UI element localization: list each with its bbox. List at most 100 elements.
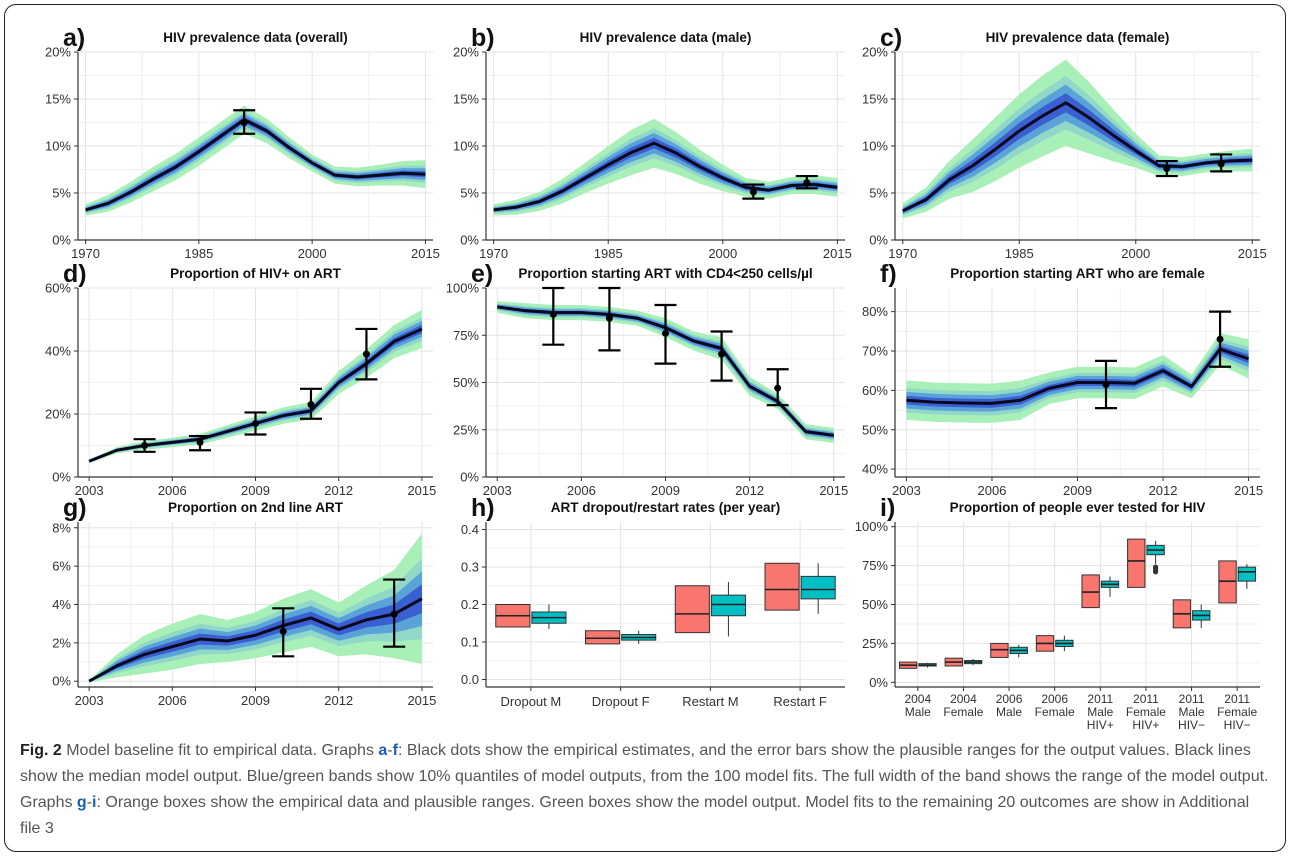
figure-panels: 0% 5% 10% 15% 20% 1970 1985 2000 2015 a) HIV preva… [45,24,1267,732]
x-tick-label: 2004 [950,692,977,706]
y-tick-label: 10% [45,139,71,154]
x-tick-label: 2006 [996,692,1023,706]
x-tick-label: 1970 [479,246,508,261]
y-tick-label: 70% [862,344,888,359]
empirical-point [662,329,669,337]
x-tick-label: 2006 [1041,692,1068,706]
x-tick-label: HIV+ [1087,718,1114,732]
caption-ref-g[interactable]: g [76,794,87,811]
x-tick-label: Restart F [773,694,827,709]
y-tick-label: 0% [869,675,888,690]
panel-letter: b) [471,24,495,52]
x-tick-label: 2006 [977,483,1006,498]
y-tick-label: 40% [45,344,71,359]
y-tick-label: 25% [453,422,479,437]
panel-g: 0% 2% 4% 6% 8% 2003 2006 2009 2012 2015 g) Proporti… [52,494,436,708]
empirical-point [141,442,149,449]
y-tick-label: 15% [45,92,71,107]
x-tick-label: Restart M [682,694,738,709]
empirical-point [803,179,811,187]
x-tick-label: Female [1217,705,1257,719]
x-tick-label: 2006 [158,483,187,498]
x-tick-label: 2003 [75,483,104,498]
band-outer [902,59,1253,219]
x-tick-label: 2011 [1224,692,1250,706]
x-tick-label: Male [996,705,1022,719]
x-tick-label: 2015 [411,246,440,261]
caption-part3: : Orange boxes show the empirical data a… [20,794,1250,837]
y-tick-label: 100% [855,519,889,534]
empirical-box [764,562,800,611]
y-tick-label: 2% [52,635,71,650]
y-tick-label: 60% [862,383,888,398]
y-tick-label: 0% [52,470,71,485]
panel-d: 0% 20% 40% 60% 2003 2006 2009 2012 2015 d) Proport… [45,260,436,498]
panel-letter: c) [880,24,902,52]
y-tick-label: 10% [862,139,888,154]
caption-ref-f[interactable]: f [392,742,398,759]
x-tick-label: Female [1035,705,1075,719]
x-tick-label: 1970 [888,246,917,261]
caption-ref-i[interactable]: i [92,794,97,811]
x-tick-label: HIV− [1224,718,1251,732]
panel-letter: i) [880,494,895,522]
caption-dash-1: - [387,742,393,759]
band-inner [89,571,422,682]
x-tick-label: 2003 [483,483,512,498]
x-tick-label: 2000 [708,246,737,261]
empirical-point [1216,335,1224,343]
y-tick-label: 10% [453,139,479,154]
x-tick-label: 2003 [75,693,104,708]
x-tick-label: 2011 [1179,692,1205,706]
panel-i: 0%25%50%75%100%2004Male2004Female2006Mal… [855,494,1260,732]
empirical-point [390,610,398,618]
x-tick-label: Dropout F [592,694,650,709]
x-tick-label: Female [1126,705,1166,719]
x-tick-label: 1970 [71,246,100,261]
panel-title: Proportion starting ART who are female [950,266,1205,281]
caption-dash-2: - [86,794,93,811]
x-tick-label: Dropout M [501,694,562,709]
y-tick-label: 0% [460,233,479,248]
y-tick-label: 75% [453,328,479,343]
box-outlier [1153,564,1159,570]
caption-ref-a[interactable]: a [378,742,388,759]
y-tick-label: 40% [862,462,888,477]
x-tick-label: 2012 [324,693,353,708]
panel-e: 0% 25% 50% 75% 100% 2003 2006 2009 2012 2015 e) Pro… [446,260,848,498]
empirical-point [605,314,613,322]
model-box [710,594,746,617]
y-tick-label: 0% [52,233,71,248]
empirical-point [718,350,726,358]
y-tick-label: 0.0 [461,672,479,687]
empirical-point [196,438,204,446]
y-tick-label: 5% [869,186,888,201]
y-tick-label: 0% [52,674,71,689]
x-tick-label: 2009 [1063,483,1092,498]
median-line [906,347,1250,405]
x-tick-label: 1985 [594,246,623,261]
x-tick-label: 2015 [1234,483,1263,498]
x-tick-label: Male [1179,705,1205,719]
panel-c: 0% 5% 10% 15% 20% 1970 1985 2000 2015 c) HIV preva… [862,24,1267,261]
panel-letter: d) [63,260,87,288]
x-tick-label: 2012 [1149,483,1178,498]
x-tick-label: Female [943,705,983,719]
x-tick-label: 2003 [892,483,921,498]
panel-title: Proportion on 2nd line ART [168,500,344,515]
panel-h: 0.0 0.1 0.2 0.3 0.4 Dropout M Dropout F Restart… [461,494,845,709]
x-tick-label: Male [905,705,931,719]
model-box [1237,566,1257,582]
panel-letter: g) [63,494,87,522]
y-tick-label: 75% [862,558,888,573]
y-tick-label: 0.3 [461,560,479,575]
figure-caption: Fig. 2 Model baseline fit to empirical d… [20,738,1270,842]
panel-title: Proportion of HIV+ on ART [170,266,342,281]
caption-part2: : Black dots show the empirical estimate… [20,742,1269,811]
y-tick-label: 50% [453,375,479,390]
x-tick-label: 2009 [241,693,270,708]
x-tick-label: 1985 [1005,246,1034,261]
y-tick-label: 25% [862,636,888,651]
median-line [85,118,426,212]
y-tick-label: 20% [45,407,71,422]
